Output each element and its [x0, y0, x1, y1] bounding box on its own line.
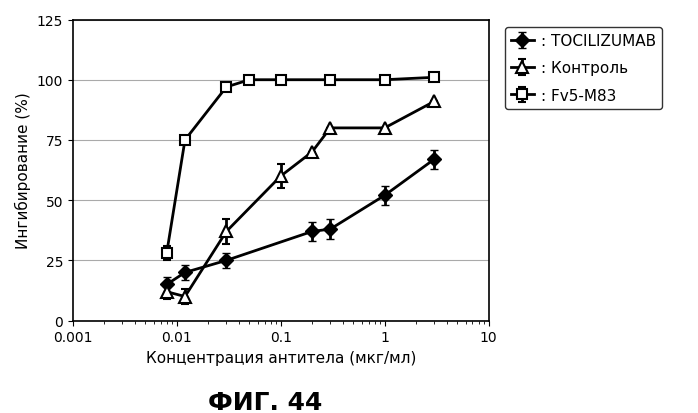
Y-axis label: Ингибирование (%): Ингибирование (%)	[15, 93, 31, 249]
Legend: : TOCILIZUMAB, : Контроль, : Fv5-M83: : TOCILIZUMAB, : Контроль, : Fv5-M83	[505, 28, 662, 109]
X-axis label: Концентрация антитела (мкг/мл): Концентрация антитела (мкг/мл)	[145, 350, 416, 365]
Text: ФИГ. 44: ФИГ. 44	[208, 390, 322, 413]
